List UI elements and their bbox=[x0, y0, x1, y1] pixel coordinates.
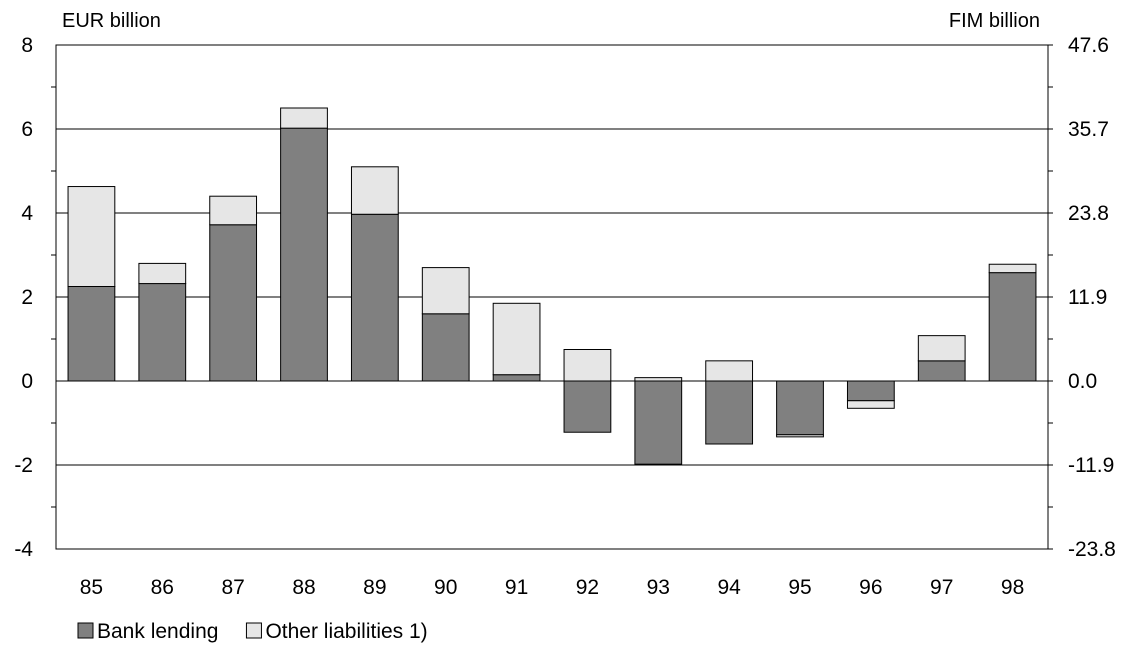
y-right-tick-label: -23.8 bbox=[1068, 538, 1116, 561]
bar bbox=[776, 380, 824, 436]
bar bbox=[988, 263, 1037, 274]
legend-swatch bbox=[77, 622, 94, 639]
bar bbox=[350, 166, 399, 215]
y-left-ticks: -4 -2 0 2 4 6 8 bbox=[14, 34, 33, 561]
bar bbox=[988, 272, 1037, 382]
bar bbox=[846, 400, 895, 409]
y-left-tick-label: -2 bbox=[14, 454, 33, 477]
x-tick-label: 90 bbox=[434, 576, 457, 599]
y-left-tick-label: 6 bbox=[21, 118, 33, 141]
x-tick-label: 94 bbox=[717, 576, 741, 599]
bar bbox=[492, 302, 541, 376]
bar bbox=[492, 374, 541, 382]
y-right-ticks: 47.6 35.7 23.8 11.9 0.0 -11.9 -23.8 bbox=[1068, 34, 1116, 561]
bar bbox=[209, 224, 258, 382]
bar bbox=[776, 434, 824, 438]
x-tick-label: 92 bbox=[576, 576, 599, 599]
legend: Bank lending Other liabilities 1) bbox=[77, 620, 428, 643]
x-tick-label: 85 bbox=[80, 576, 103, 599]
legend-label: Bank lending bbox=[97, 620, 218, 643]
bar bbox=[350, 213, 399, 382]
x-tick-label: 95 bbox=[788, 576, 811, 599]
x-tick-label: 97 bbox=[930, 576, 953, 599]
y-left-tick-label: 2 bbox=[21, 286, 33, 309]
bar bbox=[634, 377, 683, 382]
bar bbox=[280, 127, 328, 382]
bar bbox=[634, 380, 683, 465]
bar bbox=[705, 380, 754, 445]
gridlines bbox=[56, 128, 1048, 466]
bar bbox=[917, 360, 966, 382]
y-left-tick-label: 0 bbox=[21, 370, 33, 393]
y-right-tick-label: -11.9 bbox=[1068, 454, 1114, 477]
bar bbox=[563, 380, 612, 433]
bar bbox=[280, 107, 328, 129]
x-tick-label: 96 bbox=[859, 576, 882, 599]
y-left-unit-label: EUR billion bbox=[62, 10, 161, 32]
bar bbox=[67, 186, 116, 287]
legend-swatch bbox=[245, 622, 262, 639]
y-right-tick-label: 23.8 bbox=[1068, 202, 1109, 225]
x-tick-label: 98 bbox=[1001, 576, 1024, 599]
plot-frame bbox=[55, 44, 1049, 550]
y-left-tick-label: 4 bbox=[21, 202, 33, 225]
bar bbox=[138, 262, 187, 285]
bar bbox=[67, 286, 116, 382]
bar bbox=[563, 349, 612, 382]
x-tick-label: 91 bbox=[505, 576, 528, 599]
bar bbox=[421, 313, 470, 382]
bar bbox=[917, 335, 966, 362]
bar bbox=[209, 195, 258, 226]
x-ticks: 85 86 87 88 89 90 91 92 93 94 95 96 97 98 bbox=[80, 576, 1025, 599]
y-right-tick-label: 47.6 bbox=[1068, 34, 1109, 57]
bar bbox=[846, 380, 895, 402]
y-left-tick-label: 8 bbox=[21, 34, 33, 57]
x-tick-label: 88 bbox=[292, 576, 315, 599]
bars bbox=[67, 107, 1037, 465]
x-tick-label: 89 bbox=[363, 576, 386, 599]
axes bbox=[51, 44, 1053, 550]
bar bbox=[705, 360, 754, 382]
bar bbox=[138, 283, 187, 382]
y-right-tick-label: 0.0 bbox=[1068, 370, 1097, 393]
y-right-tick-label: 35.7 bbox=[1068, 118, 1109, 141]
y-right-tick-label: 11.9 bbox=[1068, 286, 1107, 309]
legend-label: Other liabilities 1) bbox=[265, 620, 427, 643]
x-tick-label: 86 bbox=[151, 576, 174, 599]
x-tick-label: 87 bbox=[221, 576, 244, 599]
bar bbox=[421, 267, 470, 315]
y-left-tick-label: -4 bbox=[14, 538, 33, 561]
y-right-unit-label: FIM billion bbox=[949, 10, 1040, 32]
x-tick-label: 93 bbox=[647, 576, 670, 599]
